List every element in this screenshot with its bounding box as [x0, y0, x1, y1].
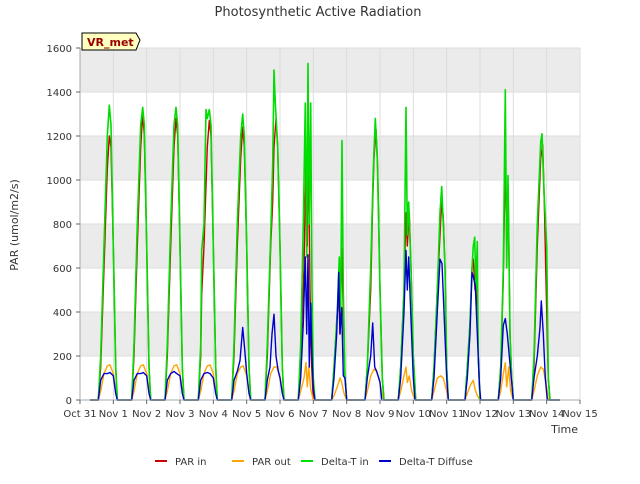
- x-tick-label: Nov 10: [396, 409, 431, 420]
- legend-label: Delta-T in: [321, 457, 369, 468]
- x-tick-label: Nov 5: [232, 409, 261, 420]
- y-tick-label: 400: [53, 308, 72, 319]
- y-tick-label: 1600: [47, 44, 72, 55]
- y-tick-label: 0: [66, 396, 72, 407]
- plot-band: [80, 48, 580, 92]
- y-tick-label: 1200: [47, 132, 72, 143]
- y-tick-label: 1000: [47, 176, 72, 187]
- x-tick-label: Oct 31: [63, 409, 96, 420]
- x-tick-label: Nov 9: [365, 409, 394, 420]
- y-tick-label: 1400: [47, 88, 72, 99]
- legend-label: PAR in: [175, 457, 206, 468]
- x-tick-label: Nov 14: [529, 409, 564, 420]
- x-tick-label: Nov 3: [165, 409, 194, 420]
- y-tick-label: 800: [53, 220, 72, 231]
- badge-label: VR_met: [87, 36, 134, 49]
- plot-band: [80, 312, 580, 356]
- legend-label: Delta-T Diffuse: [399, 457, 473, 468]
- series-line-par-out: [90, 361, 560, 401]
- x-tick-label: Nov 4: [199, 409, 228, 420]
- x-tick-label: Nov 1: [99, 409, 128, 420]
- x-tick-label: Nov 2: [132, 409, 161, 420]
- plot-band: [80, 136, 580, 180]
- station-badge: VR_met: [81, 32, 141, 51]
- x-tick-label: Nov 7: [299, 409, 328, 420]
- x-tick-label: Nov 11: [429, 409, 464, 420]
- y-tick-label: 600: [53, 264, 72, 275]
- x-axis-ticks: Oct 31 Nov 1 Nov 2 Nov 3 Nov 4 Nov 5 Nov 6 Nov …: [63, 400, 598, 420]
- chart-title: Photosynthetic Active Radiation: [215, 5, 422, 20]
- x-tick-label: Nov 12: [462, 409, 497, 420]
- legend-label: PAR out: [252, 457, 291, 468]
- series-line-delta-t-in: [90, 62, 560, 401]
- x-tick-label: Nov 15: [562, 409, 597, 420]
- x-tick-label: Nov 6: [265, 409, 294, 420]
- y-axis-label: PAR (umol/m2/s): [8, 179, 21, 271]
- badge-shape: [81, 32, 141, 51]
- legend: PAR in PAR out Delta-T in Delta-T Diffuse: [155, 457, 473, 468]
- plot-band: [80, 224, 580, 268]
- x-axis-label: Time: [550, 423, 578, 436]
- x-tick-label: Nov 8: [332, 409, 361, 420]
- y-tick-label: 200: [53, 352, 72, 363]
- series-line-delta-t-diffuse: [90, 249, 560, 401]
- x-tick-label: Nov 13: [496, 409, 531, 420]
- y-axis-ticks: 0 200 400 600 800 1000 1200 1400 1600: [47, 44, 80, 407]
